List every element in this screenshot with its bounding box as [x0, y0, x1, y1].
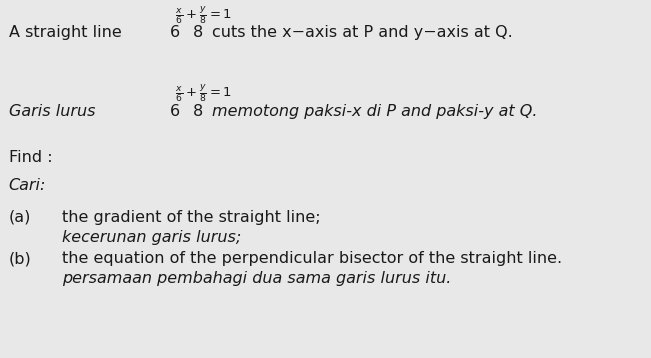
Text: (b): (b) [8, 251, 31, 266]
Text: 8: 8 [193, 25, 203, 40]
Text: 6: 6 [169, 25, 180, 40]
Text: persamaan pembahagi dua sama garis lurus itu.: persamaan pembahagi dua sama garis lurus… [62, 271, 452, 286]
Text: cuts the x−axis at P and y−axis at Q.: cuts the x−axis at P and y−axis at Q. [212, 25, 513, 40]
Text: $\frac{x}{6}+\frac{y}{8}=1$: $\frac{x}{6}+\frac{y}{8}=1$ [175, 83, 232, 105]
Text: the gradient of the straight line;: the gradient of the straight line; [62, 210, 321, 225]
Text: Garis lurus: Garis lurus [8, 103, 95, 118]
Text: 8: 8 [193, 103, 203, 118]
Text: the equation of the perpendicular bisector of the straight line.: the equation of the perpendicular bisect… [62, 251, 562, 266]
Text: kecerunan garis lurus;: kecerunan garis lurus; [62, 229, 242, 245]
Text: (a): (a) [8, 210, 31, 225]
Text: Cari:: Cari: [8, 178, 46, 193]
Text: $\frac{x}{6}+\frac{y}{8}=1$: $\frac{x}{6}+\frac{y}{8}=1$ [175, 4, 232, 26]
Text: A straight line: A straight line [8, 25, 122, 40]
Text: 6: 6 [169, 103, 180, 118]
Text: Find :: Find : [8, 150, 52, 165]
Text: memotong paksi-x di P and paksi-y at Q.: memotong paksi-x di P and paksi-y at Q. [212, 103, 538, 118]
